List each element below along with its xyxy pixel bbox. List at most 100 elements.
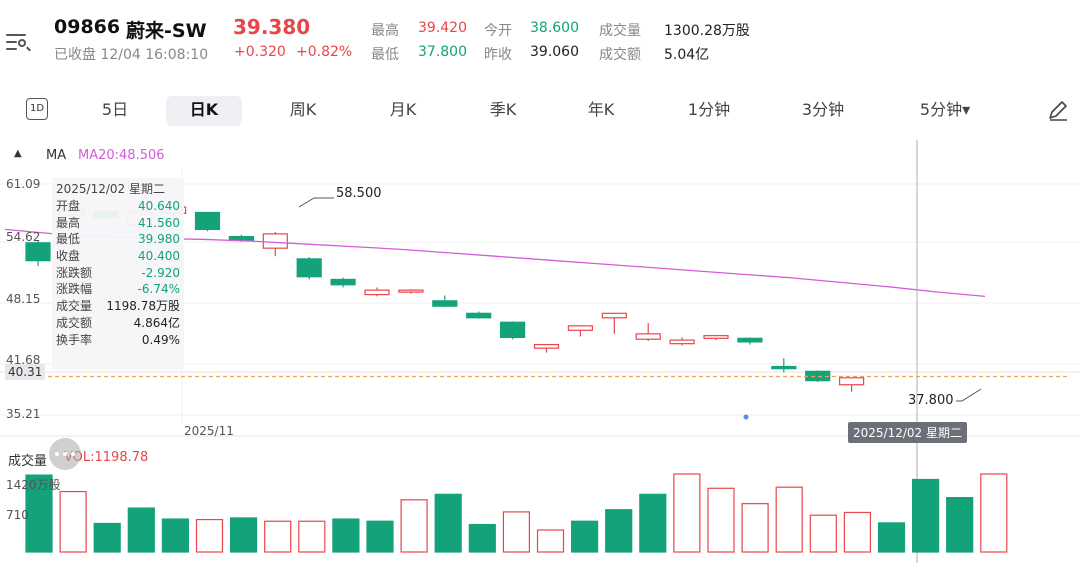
volume-bar [980, 473, 1008, 553]
tab-weekly-k[interactable]: 周K [289, 100, 317, 119]
market-status: 已收盘 12/04 16:08:10 [54, 47, 209, 63]
tab-1min[interactable]: 1分钟 [687, 100, 731, 119]
info-row: 成交额 4.864亿 [56, 315, 180, 332]
candle-body [296, 258, 322, 278]
volume-bar [639, 493, 667, 553]
volume-bar [230, 517, 258, 553]
turnover-value: 5.04亿 [664, 47, 710, 63]
volume-bar [673, 473, 701, 553]
candle-body [703, 335, 729, 339]
info-value: 39.980 [138, 232, 180, 247]
tab-3min[interactable]: 3分钟 [801, 100, 845, 119]
volume-bar [93, 522, 121, 553]
tab-daily-k[interactable]: 日K [166, 96, 242, 126]
info-label: 换手率 [56, 332, 93, 347]
kline-chart[interactable]: ▲ MA MA20:48.506 61.09 54.62 48.15 41.68… [0, 140, 1080, 563]
candle-body [838, 377, 865, 386]
volume-bar [264, 520, 292, 553]
tab-5min-dropdown[interactable]: 5分钟▾ [919, 100, 971, 119]
candle-body [330, 278, 356, 286]
volume-bar [605, 509, 633, 553]
candle-body [601, 312, 627, 319]
ma20-value: MA20:48.506 [78, 148, 165, 163]
volume-bar [570, 520, 599, 553]
candle-body [771, 365, 797, 370]
drag-handle[interactable] [49, 438, 81, 470]
info-label: 涨跌幅 [56, 282, 93, 297]
candle-body [567, 325, 594, 331]
volume-bar [536, 529, 565, 553]
info-value: 40.400 [138, 249, 180, 264]
menu-icon-bar [6, 41, 17, 43]
current-price-tag: 40.31 [5, 364, 46, 380]
menu-icon-bar [6, 48, 17, 50]
info-row: 开盘 40.640 [56, 198, 180, 215]
info-label: 涨跌额 [56, 265, 93, 280]
volume-bar [809, 514, 837, 553]
prev-close-label: 昨收 [484, 47, 512, 63]
volume-bar [366, 520, 394, 553]
y-tick: 48.15 [6, 292, 41, 306]
volume-bar [400, 499, 428, 553]
candle-body [25, 242, 51, 262]
volume-label: 成交量 [599, 23, 641, 39]
volume-bar [946, 497, 974, 553]
info-value: 0.49% [141, 332, 180, 347]
high-label: 最高 [371, 23, 399, 39]
tab-yearly-k[interactable]: 年K [587, 100, 615, 119]
period-toggle-button[interactable]: 1D [26, 98, 48, 120]
info-label: 开盘 [56, 199, 81, 213]
candle-body [635, 333, 661, 340]
candle-body [228, 235, 254, 241]
volume-bar [25, 474, 53, 553]
x-date-label: 2025/11 [184, 424, 234, 438]
info-value: 40.640 [138, 199, 180, 213]
info-value: -2.920 [141, 265, 180, 280]
volume-mid-tick: 710 [6, 508, 29, 522]
volume-bar [59, 490, 87, 553]
volume-bar [741, 503, 769, 553]
ma-collapse-icon[interactable]: ▲ [14, 148, 22, 159]
volume-bar [161, 518, 189, 553]
pen-icon[interactable] [1046, 98, 1070, 122]
info-value: -6.74% [137, 282, 180, 297]
low-value: 37.800 [418, 44, 467, 60]
crosshair-date-label: 2025/12/02 星期二 [848, 422, 967, 443]
menu-search-button[interactable] [6, 32, 30, 52]
tab-5day[interactable]: 5日 [101, 100, 129, 119]
stock-code: 09866 [54, 16, 121, 38]
info-row: 换手率 0.49% [56, 332, 180, 349]
volume-bar [468, 523, 496, 553]
volume-bar [843, 511, 872, 553]
search-icon [18, 39, 26, 47]
info-row: 涨跌幅 -6.74% [56, 281, 180, 298]
stock-name: 蔚来-SW [126, 20, 207, 42]
candle-body [432, 300, 458, 307]
open-label: 今开 [484, 23, 512, 39]
candle-body [364, 289, 390, 296]
tab-quarterly-k[interactable]: 季K [489, 100, 517, 119]
info-value: 4.864亿 [133, 315, 180, 330]
candle-body [466, 312, 492, 319]
low-annotation: 37.800 [908, 393, 954, 408]
y-tick: 35.21 [6, 407, 41, 421]
volume-bar [298, 520, 326, 553]
candle-body [194, 211, 221, 231]
high-value: 39.420 [418, 20, 467, 36]
volume-max-tick: 1420万股 [6, 478, 61, 492]
candle-body [262, 233, 288, 249]
volume-bar [911, 478, 940, 553]
candle-body [533, 343, 560, 349]
info-row: 最低 39.980 [56, 231, 180, 248]
kline-canvas[interactable] [0, 140, 1080, 563]
info-label: 成交量 [56, 299, 93, 314]
low-label: 最低 [371, 47, 399, 63]
tab-monthly-k[interactable]: 月K [389, 100, 417, 119]
volume-bar [707, 487, 735, 553]
volume-title: 成交量 [8, 454, 48, 469]
volume-value: VOL:1198.78 [64, 450, 149, 465]
ma-label[interactable]: MA [46, 148, 67, 163]
turnover-label: 成交额 [599, 47, 641, 63]
volume-bar [127, 507, 155, 553]
info-row: 收盘 40.400 [56, 248, 180, 265]
